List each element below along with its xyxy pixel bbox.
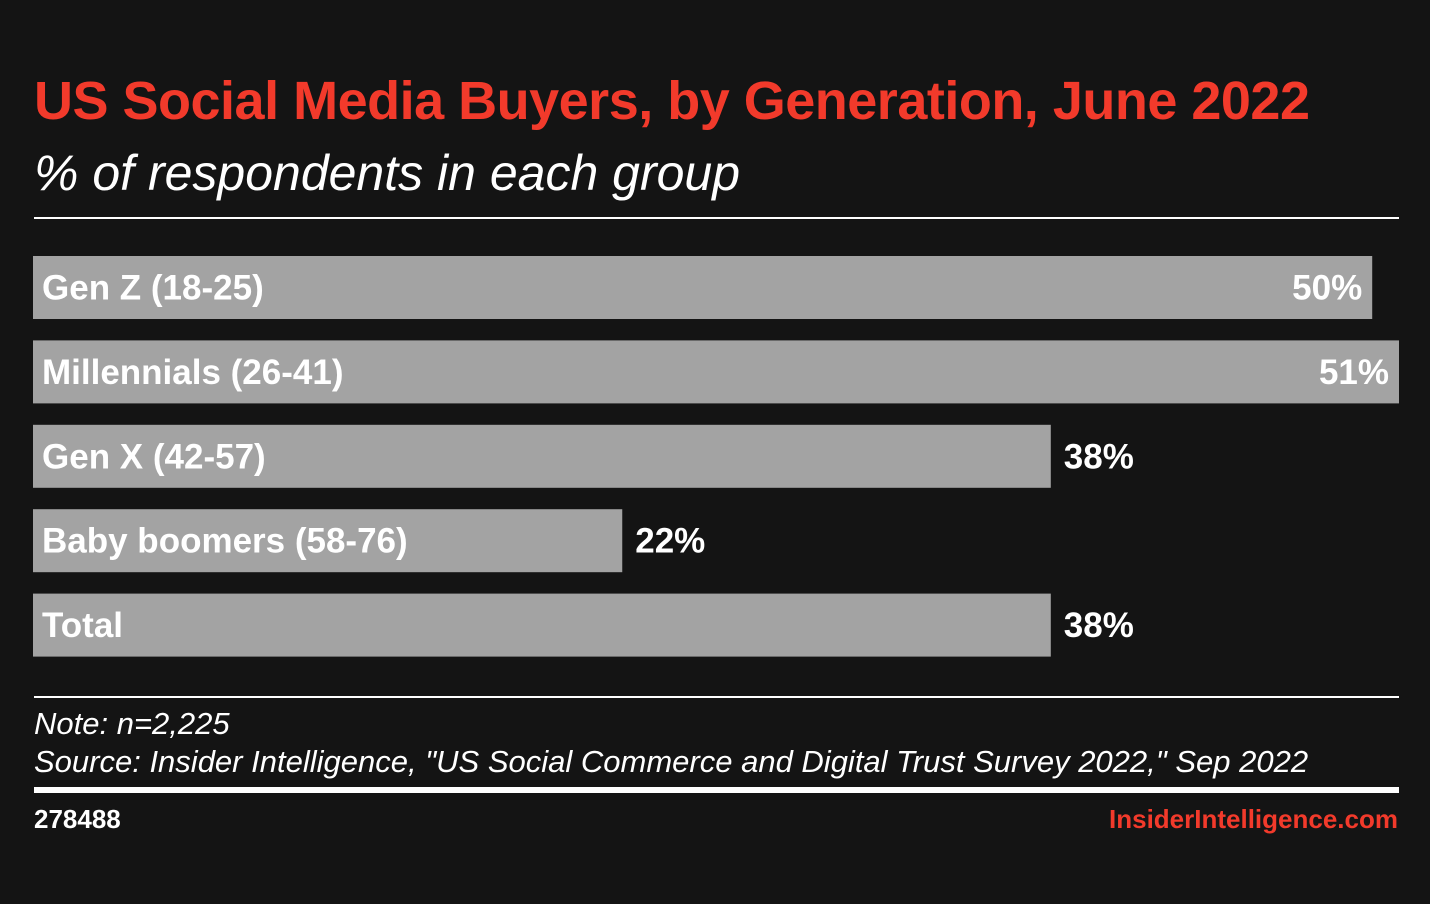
value-label: 50% <box>1292 269 1362 308</box>
bar-0 <box>33 256 1373 319</box>
top-divider <box>34 217 1399 219</box>
category-label: Total <box>42 606 123 645</box>
category-label: Millennials (26-41) <box>42 353 343 392</box>
bar-2 <box>33 424 1051 488</box>
chart-id: 278488 <box>34 804 121 834</box>
chart-subtitle: % of respondents in each group <box>34 145 741 201</box>
value-label: 22% <box>635 522 705 561</box>
category-label: Gen X (42-57) <box>42 437 266 476</box>
brand-link[interactable]: InsiderIntelligence.com <box>1109 804 1398 834</box>
bottom-divider <box>34 787 1399 793</box>
bar-1 <box>33 340 1399 404</box>
value-label: 51% <box>1319 353 1389 392</box>
footnote: Note: n=2,225 <box>34 706 230 741</box>
bar-4 <box>33 593 1051 657</box>
value-label: 38% <box>1064 606 1134 645</box>
category-label: Baby boomers (58-76) <box>42 522 408 561</box>
value-label: 38% <box>1064 437 1134 476</box>
category-label: Gen Z (18-25) <box>42 269 264 308</box>
footer-divider <box>34 696 1399 698</box>
bar-3 <box>33 509 623 573</box>
source-note: Source: Insider Intelligence, "US Social… <box>34 744 1309 779</box>
chart-title: US Social Media Buyers, by Generation, J… <box>34 71 1310 131</box>
